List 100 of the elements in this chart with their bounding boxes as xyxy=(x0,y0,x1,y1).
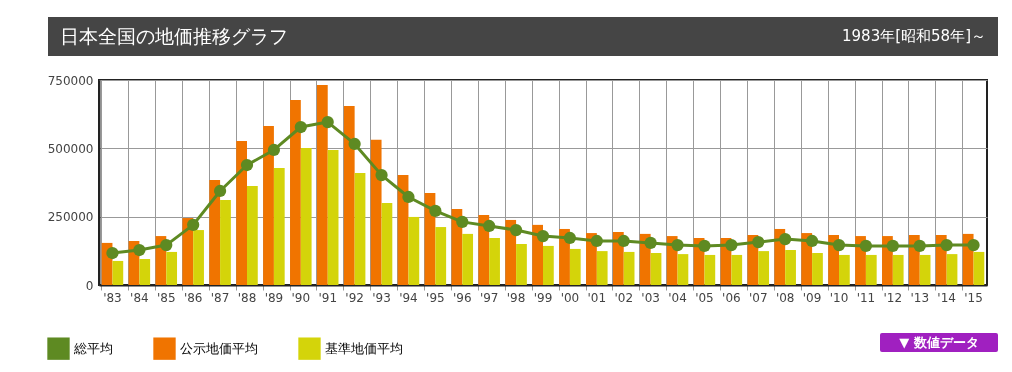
x-tick-label: '14 xyxy=(937,290,956,305)
x-tick-label: '83 xyxy=(103,290,122,305)
x-tick-label: '98 xyxy=(506,290,526,305)
bar xyxy=(623,251,635,285)
bar xyxy=(236,140,247,285)
bar xyxy=(316,84,328,285)
point xyxy=(671,238,684,252)
x-tick-label: '95 xyxy=(426,290,445,305)
bar xyxy=(569,248,581,285)
bar xyxy=(596,251,608,285)
bar xyxy=(166,251,178,285)
point xyxy=(590,234,603,248)
x-tick-label: '89 xyxy=(264,290,284,305)
point xyxy=(940,238,953,252)
bar xyxy=(139,259,151,285)
y-tick-label: 250000 xyxy=(47,210,94,225)
bar xyxy=(408,216,420,285)
point xyxy=(967,238,980,252)
x-tick-label: '90 xyxy=(291,290,311,305)
point xyxy=(456,215,469,228)
point xyxy=(429,204,442,218)
point xyxy=(859,239,873,253)
x-tick-label: '04 xyxy=(668,290,687,305)
chart-title: 日本全国の地価推移グラフ xyxy=(60,23,288,49)
bar xyxy=(946,254,958,285)
point xyxy=(752,235,765,249)
bar xyxy=(112,260,124,285)
bar xyxy=(489,237,500,285)
y-tick-label: 0 xyxy=(85,278,94,293)
x-tick-label: '92 xyxy=(345,290,364,305)
bar xyxy=(381,203,393,285)
x-tick-label: '97 xyxy=(479,290,499,305)
bar xyxy=(300,148,312,285)
point xyxy=(187,218,200,231)
bar xyxy=(193,230,204,285)
x-tick-label: '99 xyxy=(533,290,553,305)
x-tick-label: '06 xyxy=(722,290,741,305)
bar xyxy=(273,168,285,285)
bar xyxy=(812,253,823,285)
bar xyxy=(839,254,850,285)
point xyxy=(213,184,227,198)
bar xyxy=(516,244,527,285)
x-tick-label: '88 xyxy=(237,290,257,305)
bar xyxy=(354,172,366,285)
x-tick-label: '84 xyxy=(130,290,149,305)
x-tick-label: '85 xyxy=(156,290,176,305)
bar xyxy=(220,199,231,285)
bar xyxy=(650,253,662,285)
point xyxy=(536,229,550,243)
bar xyxy=(462,233,474,285)
point xyxy=(698,239,711,253)
point xyxy=(805,234,819,248)
bar xyxy=(785,250,796,285)
bar xyxy=(543,245,554,285)
bar xyxy=(677,254,689,285)
point xyxy=(779,232,792,246)
point xyxy=(617,234,630,248)
bar xyxy=(758,251,770,285)
bar xyxy=(263,125,274,285)
point xyxy=(509,223,523,237)
x-tick-label: '01 xyxy=(587,290,607,305)
point xyxy=(483,219,496,233)
bar xyxy=(704,254,716,285)
x-tick-label: '13 xyxy=(910,290,930,305)
x-tick-label: '09 xyxy=(802,290,822,305)
bar xyxy=(435,227,447,285)
point xyxy=(375,169,388,182)
legend-label: 総平均 xyxy=(73,340,113,356)
point xyxy=(913,239,926,253)
x-tick-label: '86 xyxy=(183,290,203,305)
y-tick-label: 500000 xyxy=(47,141,94,156)
point xyxy=(267,143,281,157)
x-tick-label: '94 xyxy=(399,290,418,305)
bar xyxy=(343,105,355,285)
point xyxy=(160,238,173,252)
bar xyxy=(892,254,904,285)
x-tick-label: '03 xyxy=(641,290,660,305)
point xyxy=(133,243,146,257)
x-tick-label: '96 xyxy=(452,290,472,305)
bar xyxy=(865,254,877,285)
point xyxy=(240,158,254,172)
x-tick-label: '12 xyxy=(883,290,903,305)
bar xyxy=(919,254,931,285)
point xyxy=(725,238,738,252)
bar xyxy=(247,186,258,285)
x-tick-label: '00 xyxy=(560,290,580,305)
bar xyxy=(327,149,339,285)
legend-label: 公示地価平均 xyxy=(180,340,258,356)
x-tick-label: '93 xyxy=(372,290,391,305)
bar xyxy=(731,254,743,285)
bar xyxy=(290,99,301,285)
point xyxy=(886,239,899,253)
x-tick-label: '08 xyxy=(775,290,795,305)
x-tick-label: '15 xyxy=(964,290,983,305)
point xyxy=(402,190,415,204)
bar xyxy=(478,215,490,285)
point xyxy=(294,120,307,134)
point xyxy=(321,115,334,129)
x-tick-label: '07 xyxy=(748,290,768,305)
chart-subtitle: 1983年[昭和58年]～ xyxy=(842,27,986,46)
